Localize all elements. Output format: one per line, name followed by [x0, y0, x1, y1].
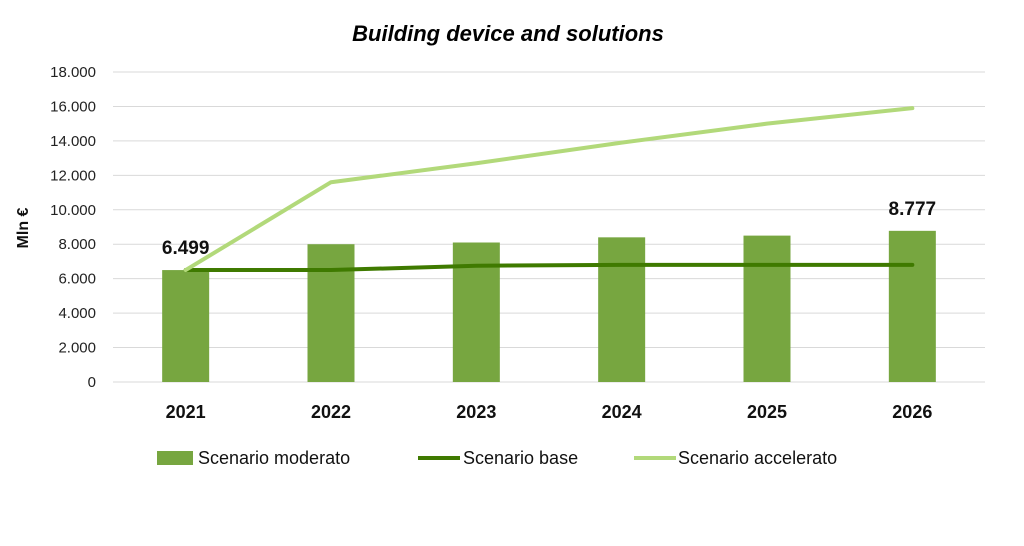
- bar-2025: [743, 235, 791, 382]
- legend-label: Scenario moderato: [198, 448, 350, 468]
- bar-2021: [162, 270, 210, 382]
- chart-title: Building device and solutions: [352, 21, 664, 46]
- data-label: 8.777: [889, 199, 937, 220]
- legend-label: Scenario base: [463, 448, 578, 468]
- y-tick-label: 4.000: [58, 305, 96, 322]
- y-tick-label: 16.000: [50, 98, 96, 115]
- y-axis-label: Mln €: [15, 207, 32, 248]
- bar-2023: [452, 242, 500, 382]
- legend-label: Scenario accelerato: [678, 448, 837, 468]
- x-tick-label: 2023: [456, 402, 496, 422]
- x-tick-label: 2025: [747, 402, 787, 422]
- y-tick-label: 14.000: [50, 133, 96, 150]
- line-series-2: [183, 106, 915, 273]
- y-tick-label: 18.000: [50, 64, 96, 81]
- data-labels: 6.499 8.777: [162, 199, 936, 259]
- data-label: 6.499: [162, 238, 210, 259]
- bar-2022: [307, 244, 355, 382]
- x-tick-label: 2024: [602, 402, 642, 422]
- bar-series: [162, 230, 936, 382]
- y-tick-label: 8.000: [58, 236, 96, 253]
- line-series: [183, 106, 915, 273]
- x-tick-labels: 2021 2022 2023 2024 2025 2026: [166, 402, 933, 422]
- legend-swatch: [157, 451, 193, 465]
- y-tick-label: 10.000: [50, 202, 96, 219]
- y-tick-label: 12.000: [50, 167, 96, 184]
- y-tick-label: 2.000: [58, 340, 96, 357]
- bar-2026: [888, 230, 936, 382]
- line-series-1: [183, 262, 915, 273]
- x-tick-label: 2022: [311, 402, 351, 422]
- x-tick-label: 2026: [892, 402, 932, 422]
- y-tick-label: 6.000: [58, 271, 96, 288]
- y-tick-label: 0: [88, 374, 96, 391]
- x-tick-label: 2021: [166, 402, 206, 422]
- gridlines: [113, 71, 985, 383]
- bar-2024: [598, 237, 646, 382]
- y-tick-labels: 0 2.000 4.000 6.000 8.000 10.000 12.000 14.000 1…: [50, 64, 96, 391]
- legend: Scenario moderato Scenario base Scenario a…: [157, 448, 837, 468]
